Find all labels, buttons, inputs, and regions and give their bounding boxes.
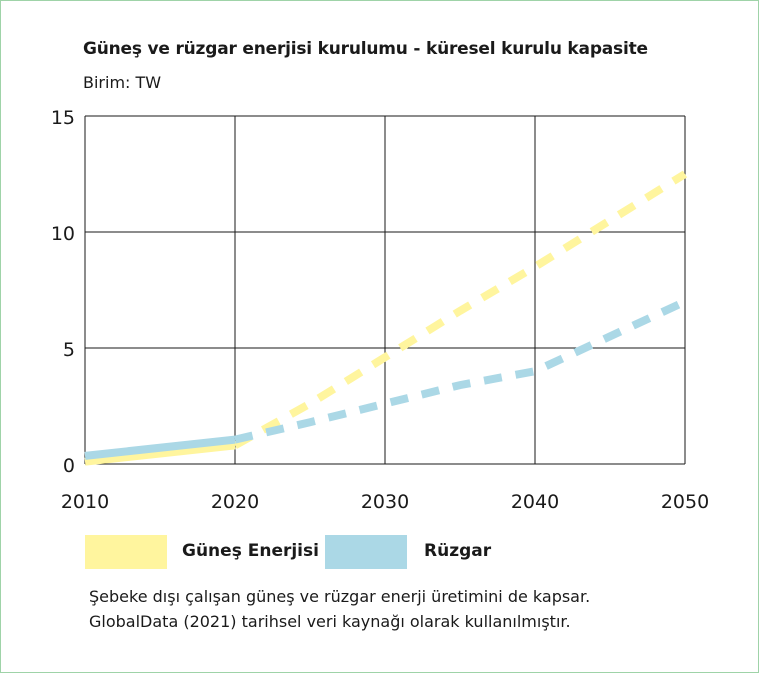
chart-subtitle: Birim: TW bbox=[83, 73, 162, 92]
series-line-projection-1 bbox=[234, 297, 687, 444]
legend-swatch-wind bbox=[325, 535, 407, 569]
x-tick-label-1: 2020 bbox=[211, 491, 259, 513]
y-tick-label-1: 5 bbox=[63, 339, 75, 361]
x-tick-label-0: 2010 bbox=[61, 491, 109, 513]
series-line-historical-0 bbox=[84, 441, 236, 466]
legend-label-solar: Güneş Enerjisi bbox=[182, 541, 319, 561]
footnote-1: Şebeke dışı çalışan güneş ve rüzgar ener… bbox=[89, 587, 591, 606]
y-tick-label-2: 10 bbox=[51, 223, 75, 245]
y-tick-label-3: 15 bbox=[51, 107, 75, 129]
x-tick-label-3: 2040 bbox=[511, 491, 559, 513]
chart-title: Güneş ve rüzgar enerjisi kurulumu - küre… bbox=[83, 39, 648, 59]
series-line-historical-1 bbox=[84, 435, 236, 460]
x-tick-label-4: 2050 bbox=[661, 491, 709, 513]
x-tick-label-2: 2030 bbox=[361, 491, 409, 513]
y-tick-label-0: 0 bbox=[63, 455, 75, 477]
series-line-projection-0 bbox=[233, 170, 688, 449]
legend-swatch-solar bbox=[85, 535, 167, 569]
footnote-2: GlobalData (2021) tarihsel veri kaynağı … bbox=[89, 612, 571, 631]
legend-label-wind: Rüzgar bbox=[424, 541, 492, 561]
